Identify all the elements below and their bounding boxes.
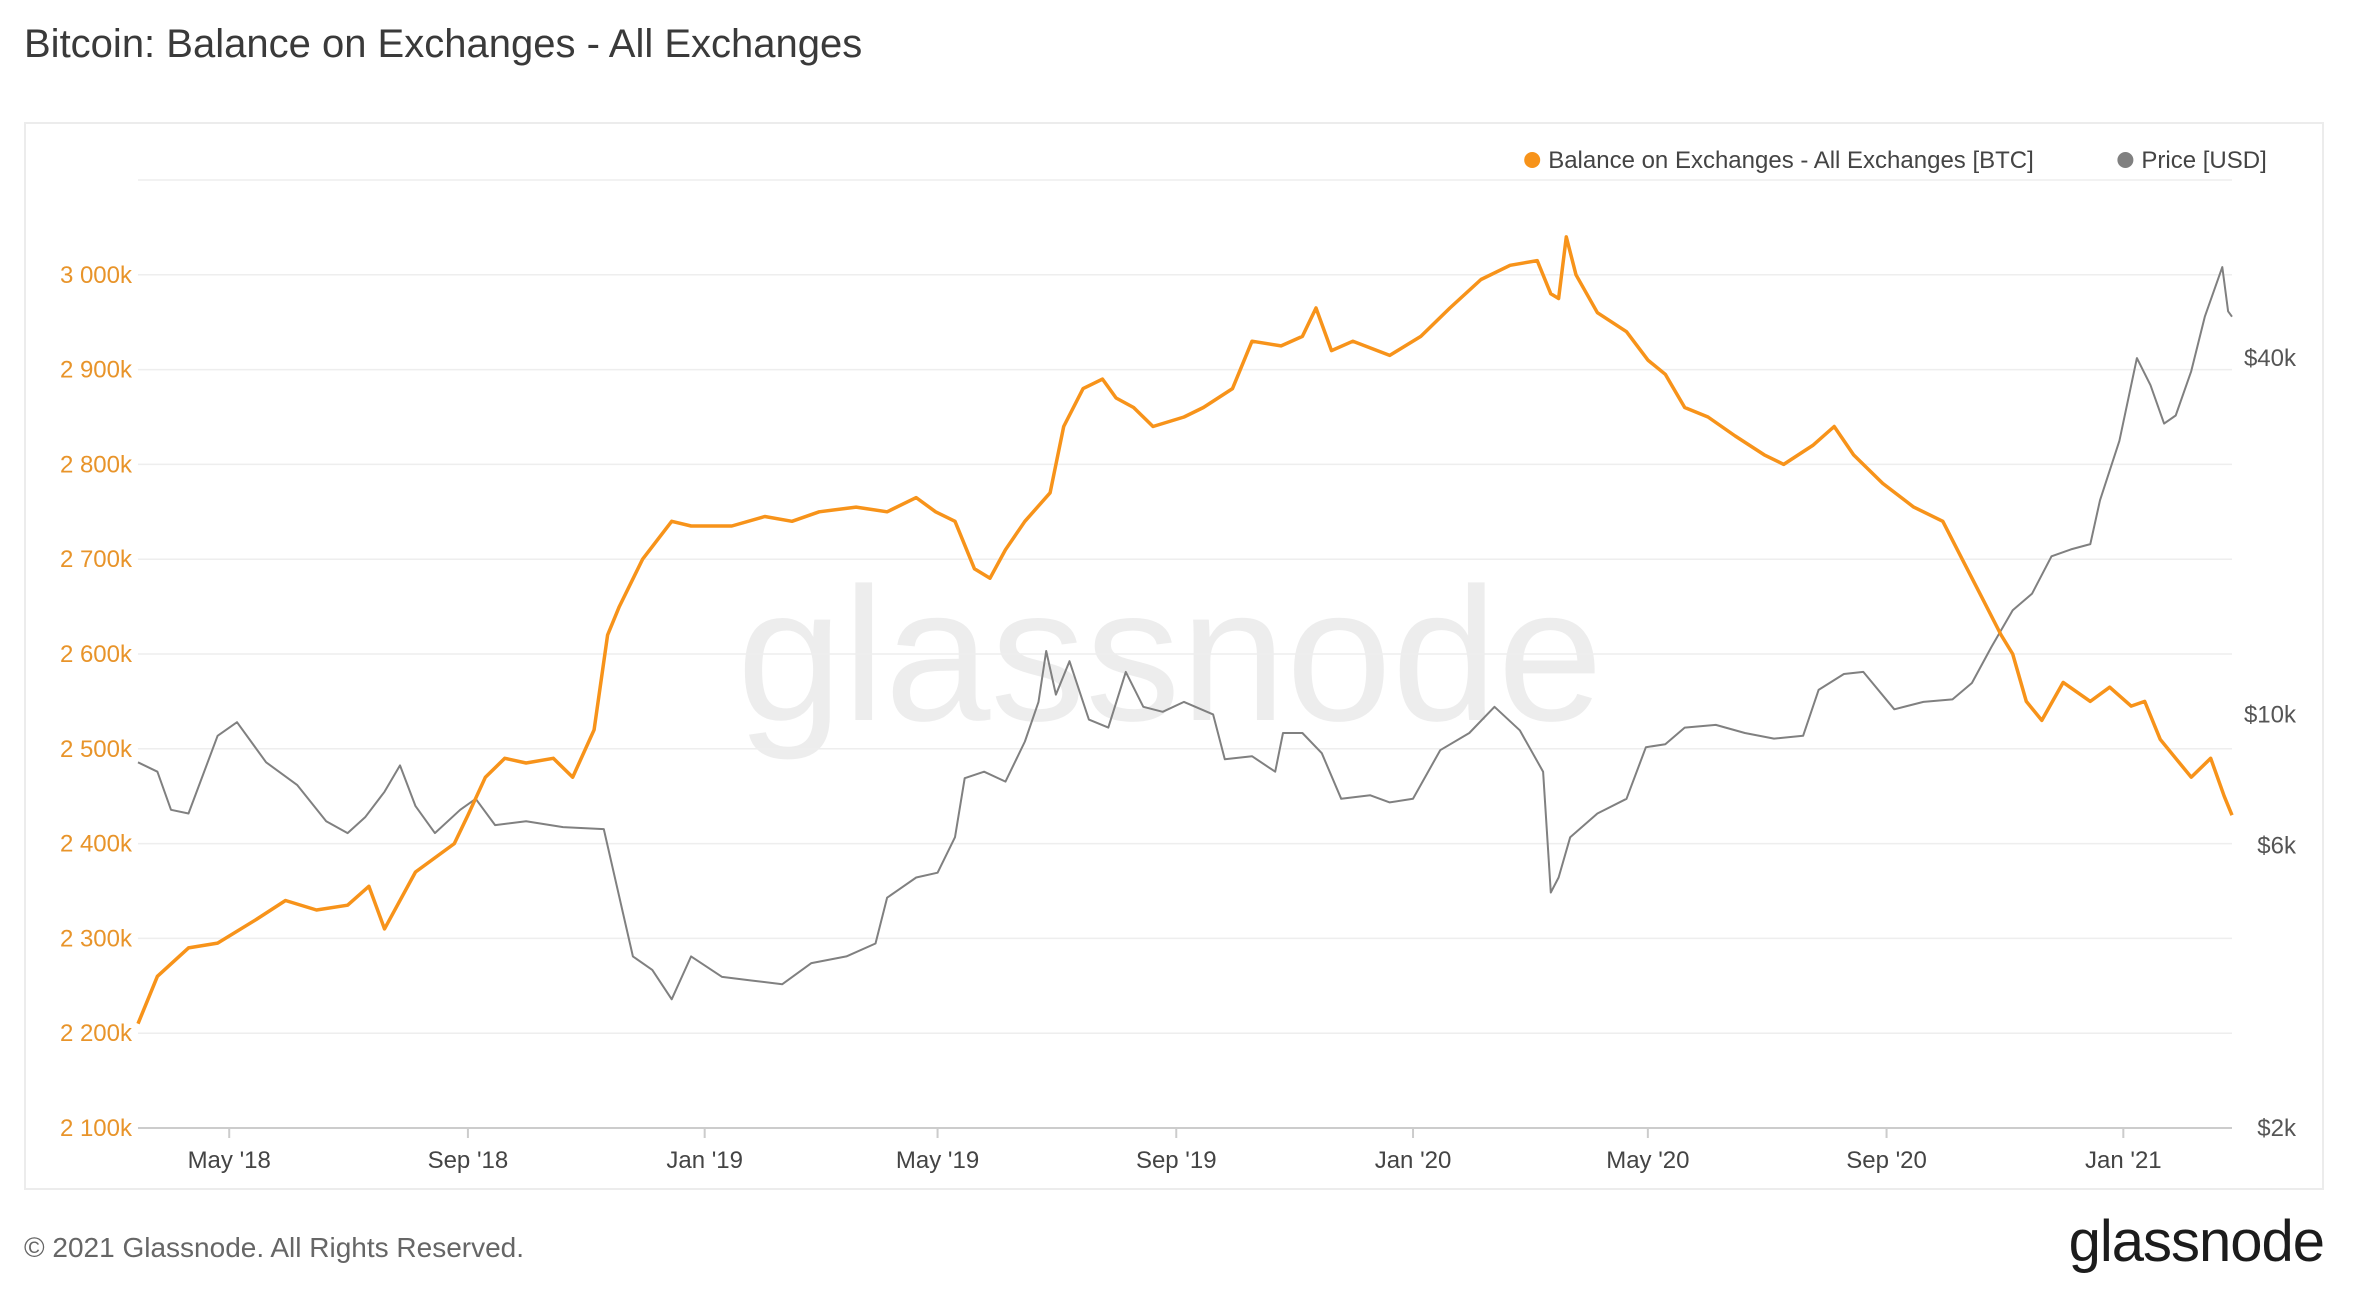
legend-marker (1524, 152, 1541, 168)
series-lines (136, 235, 2234, 1025)
right-axis: $2k $6k $10k $40k (2244, 345, 2297, 1142)
left-tick-label: 2 300k (60, 925, 133, 952)
legend-item[interactable]: Price [USD] (2117, 147, 2267, 174)
right-tick-label: $40k (2244, 345, 2297, 372)
left-tick-label: 2 500k (60, 736, 133, 763)
left-tick-label: 2 100k (60, 1115, 133, 1142)
x-tick-label: Jan '20 (1375, 1147, 1452, 1174)
x-tick-label: Sep '19 (1136, 1147, 1217, 1174)
chart-panel (24, 122, 2324, 1190)
x-tick-label: Sep '20 (1846, 1147, 1927, 1174)
left-tick-label: 2 400k (60, 831, 133, 858)
left-axis: 2 100k 2 200k 2 300k 2 400k 2 500k 2 600k 2 70… (60, 262, 133, 1142)
watermark: glassnode (737, 549, 1603, 761)
right-tick-label: $2k (2257, 1115, 2297, 1142)
brand-logo: glassnode (2068, 1209, 2325, 1274)
chart-title: Bitcoin: Balance on Exchanges - All Exch… (24, 22, 863, 66)
x-tick-label: May '18 (188, 1147, 271, 1174)
balance-series-line (136, 235, 2234, 1025)
x-tick-label: Jan '19 (666, 1147, 743, 1174)
grid (138, 179, 2232, 1129)
copyright-text: © 2021 Glassnode. All Rights Reserved. (24, 1232, 525, 1263)
x-tick-label: May '19 (896, 1147, 979, 1174)
left-tick-label: 3 000k (60, 262, 133, 289)
x-tick-label: May '20 (1606, 1147, 1689, 1174)
legend-marker (2117, 152, 2134, 168)
price-series-line (137, 266, 2233, 1001)
legend[interactable]: Balance on Exchanges - All Exchanges [BT… (1524, 147, 2267, 174)
legend-label: Price [USD] (2141, 147, 2266, 174)
legend-label: Balance on Exchanges - All Exchanges [BT… (1548, 147, 2034, 174)
left-tick-label: 2 600k (60, 641, 133, 668)
x-tick-label: Sep '18 (428, 1147, 509, 1174)
left-tick-label: 2 700k (60, 546, 133, 573)
left-tick-label: 2 900k (60, 357, 133, 384)
right-tick-label: $6k (2257, 833, 2297, 860)
right-tick-label: $10k (2244, 701, 2297, 728)
legend-item[interactable]: Balance on Exchanges - All Exchanges [BT… (1524, 147, 2034, 174)
x-tick-label: Jan '21 (2085, 1147, 2162, 1174)
left-tick-label: 2 200k (60, 1020, 133, 1047)
left-tick-label: 2 800k (60, 451, 133, 478)
x-axis: May '18 Sep '18 Jan '19 May '19 Sep '19 Jan '… (138, 1127, 2232, 1174)
